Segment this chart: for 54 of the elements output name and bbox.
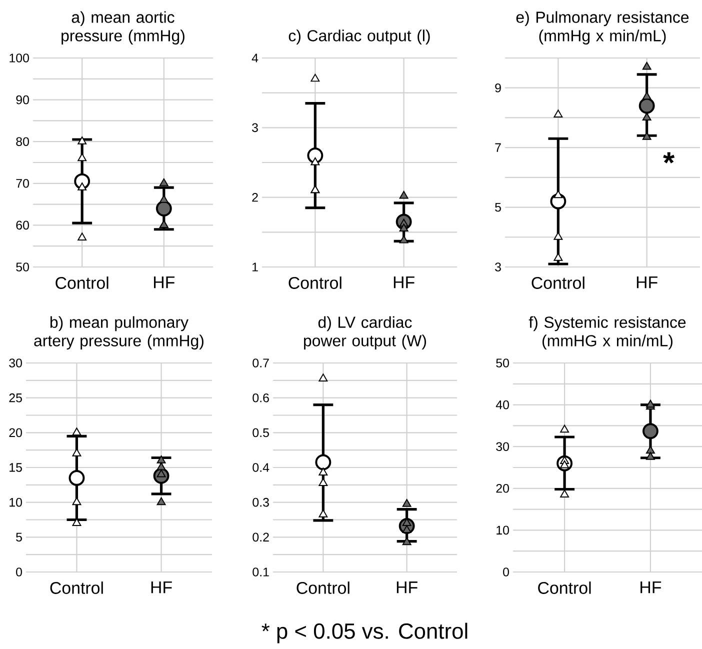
y-tick-label: 0: [503, 568, 509, 576]
y-tick-label: 0.2: [252, 532, 269, 542]
x-tick-label: HF: [154, 276, 175, 288]
y-tick-label: 20: [496, 484, 509, 493]
y-tick-label: 0.4: [252, 463, 270, 472]
x-tick-label: Control: [50, 582, 103, 594]
y-tick-label: 25: [9, 393, 22, 402]
y-tick-label: 1: [252, 262, 258, 272]
y-tick-label: 0.6: [252, 393, 269, 402]
y-tick-label: 3: [495, 262, 501, 272]
x-tick-label: Control: [538, 582, 591, 594]
chart-title: d) LV cardiac power output (W): [304, 316, 426, 350]
chart-title: f) Systemic resistance (mmHG x min/mL): [528, 316, 686, 350]
y-tick-label: 2: [252, 192, 258, 202]
y-tick-label: 80: [16, 137, 29, 146]
x-tick-label: HF: [636, 276, 658, 288]
x-tick-label: Control: [56, 276, 108, 289]
y-tick-label: 30: [496, 442, 509, 452]
y-tick-label: 0.5: [252, 428, 269, 438]
y-tick-label: 100: [10, 54, 29, 62]
y-tick-label: 70: [16, 178, 29, 188]
text: * p < 0.05 vs. Control: [262, 622, 468, 644]
y-tick-label: 60: [16, 220, 29, 230]
y-tick-label: 0.1: [252, 568, 269, 576]
chart-title: c) Cardiac output (l): [288, 30, 430, 45]
x-tick-label: Control: [288, 276, 342, 289]
y-tick-label: 30: [9, 358, 22, 368]
y-tick-label: 50: [496, 358, 509, 368]
y-tick-label: 0: [16, 568, 22, 576]
y-tick-label: 40: [496, 400, 509, 410]
y-tick-label: 50: [16, 262, 29, 272]
y-tick-label: 4: [252, 54, 258, 62]
y-tick-label: 5: [16, 532, 22, 542]
x-tick-label: Control: [532, 276, 584, 289]
x-tick-label: HF: [396, 582, 418, 594]
y-tick-label: 5: [495, 202, 501, 212]
chart-title: e) Pulmonary resistance (mmHg x min/mL): [516, 11, 689, 45]
x-tick-label: HF: [394, 276, 414, 288]
y-tick-label: 10: [10, 498, 22, 507]
annotation: *: [663, 152, 675, 164]
y-tick-label: 0.3: [252, 498, 269, 507]
y-tick-label: 9: [495, 83, 501, 92]
y-tick-label: 20: [9, 428, 22, 438]
y-tick-label: 7: [495, 143, 501, 152]
y-tick-label: 90: [16, 95, 29, 104]
chart-title: a) mean aortic pressure (mmHg): [62, 11, 184, 45]
y-tick-label: 10: [496, 526, 509, 535]
y-tick-label: 3: [252, 123, 258, 132]
y-tick-label: 15: [10, 463, 22, 472]
y-tick-label: 0.7: [252, 358, 269, 368]
x-tick-label: HF: [151, 582, 172, 594]
chart-title: b) mean pulmonary artery pressure (mmHg): [34, 316, 204, 350]
x-tick-label: Control: [296, 582, 350, 594]
x-tick-label: HF: [640, 582, 662, 594]
